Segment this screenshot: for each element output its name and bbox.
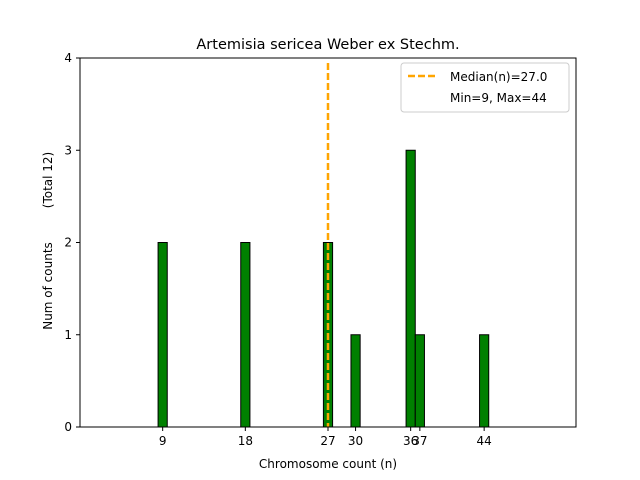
bar-n-18: [240, 242, 251, 428]
y-axis: 0 1 2 3 4: [64, 51, 80, 434]
bar-n-30: [350, 334, 361, 428]
chart-title: Artemisia sericea Weber ex Stechm.: [196, 37, 459, 53]
y-axis-label: Num of counts: [41, 242, 55, 330]
y-tick-label: 1: [64, 328, 72, 342]
x-tick-label: 44: [477, 434, 492, 448]
legend-entry-median: Median(n)=27.0: [450, 70, 547, 84]
y-tick-label: 3: [64, 143, 72, 157]
x-axis-label: Chromosome count (n): [259, 457, 397, 471]
x-tick-label: 9: [159, 434, 167, 448]
y-tick-label: 0: [64, 420, 72, 434]
x-tick-label: 27: [320, 434, 335, 448]
legend: Median(n)=27.0 Min=9, Max=44: [400, 62, 570, 113]
legend-box: [400, 62, 570, 113]
bar-n-37: [414, 334, 425, 428]
bar-n-9: [157, 242, 168, 428]
x-tick-label: 18: [238, 434, 253, 448]
legend-entry-range: Min=9, Max=44: [450, 91, 547, 105]
bar-n-36: [405, 149, 416, 428]
y-tick-label: 4: [64, 51, 72, 65]
x-tick-label: 36: [403, 434, 418, 448]
x-tick-label: 30: [348, 434, 363, 448]
bars-group: [157, 149, 512, 428]
y-axis-total-note: (Total 12): [41, 152, 55, 208]
bar-n-44: [479, 334, 490, 428]
x-tick-label: 37: [412, 434, 427, 448]
y-tick-label: 2: [64, 236, 72, 250]
